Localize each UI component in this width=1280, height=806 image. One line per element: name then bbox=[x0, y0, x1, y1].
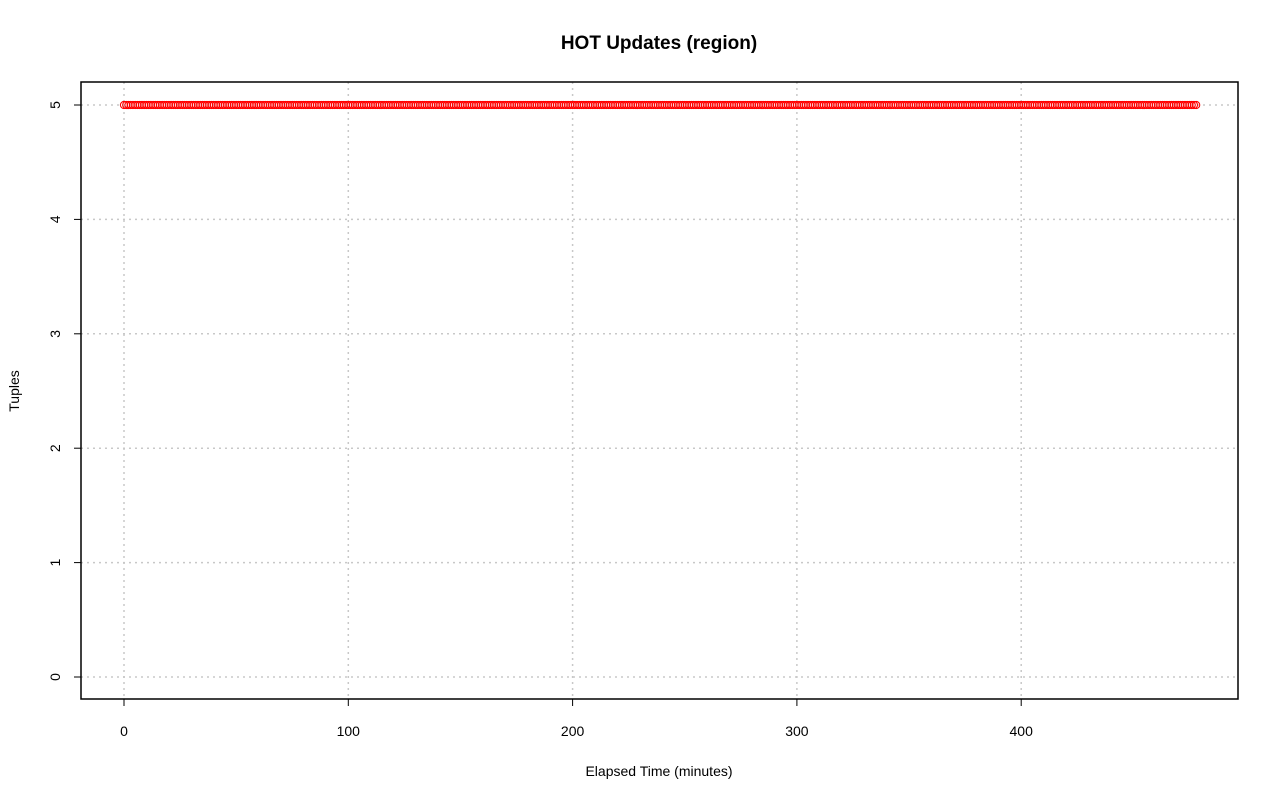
data-point bbox=[1189, 100, 1199, 110]
data-points bbox=[119, 100, 1201, 110]
y-axis-label: Tuples bbox=[6, 370, 22, 412]
x-axis-label: Elapsed Time (minutes) bbox=[585, 763, 732, 779]
x-axis: 0 100 200 300 400 bbox=[120, 698, 1034, 739]
y-axis: 0 1 2 3 4 5 bbox=[47, 101, 82, 681]
x-tick-label: 0 bbox=[120, 723, 128, 739]
y-tick-label: 4 bbox=[47, 215, 63, 223]
chart-title: HOT Updates (region) bbox=[561, 33, 757, 54]
y-tick-label: 0 bbox=[47, 673, 63, 681]
y-tick-label: 5 bbox=[47, 101, 63, 109]
data-point bbox=[1192, 100, 1201, 110]
x-tick-label: 300 bbox=[785, 723, 809, 739]
y-tick-label: 3 bbox=[47, 330, 63, 338]
x-tick-label: 200 bbox=[561, 723, 585, 739]
x-tick-label: 400 bbox=[1010, 723, 1034, 739]
plot-frame bbox=[80, 81, 1239, 700]
data-point bbox=[1187, 100, 1196, 110]
grid-lines bbox=[81, 82, 1238, 699]
x-tick-label: 100 bbox=[337, 723, 361, 739]
y-tick-label: 2 bbox=[47, 444, 63, 452]
y-tick-label: 1 bbox=[47, 558, 63, 566]
